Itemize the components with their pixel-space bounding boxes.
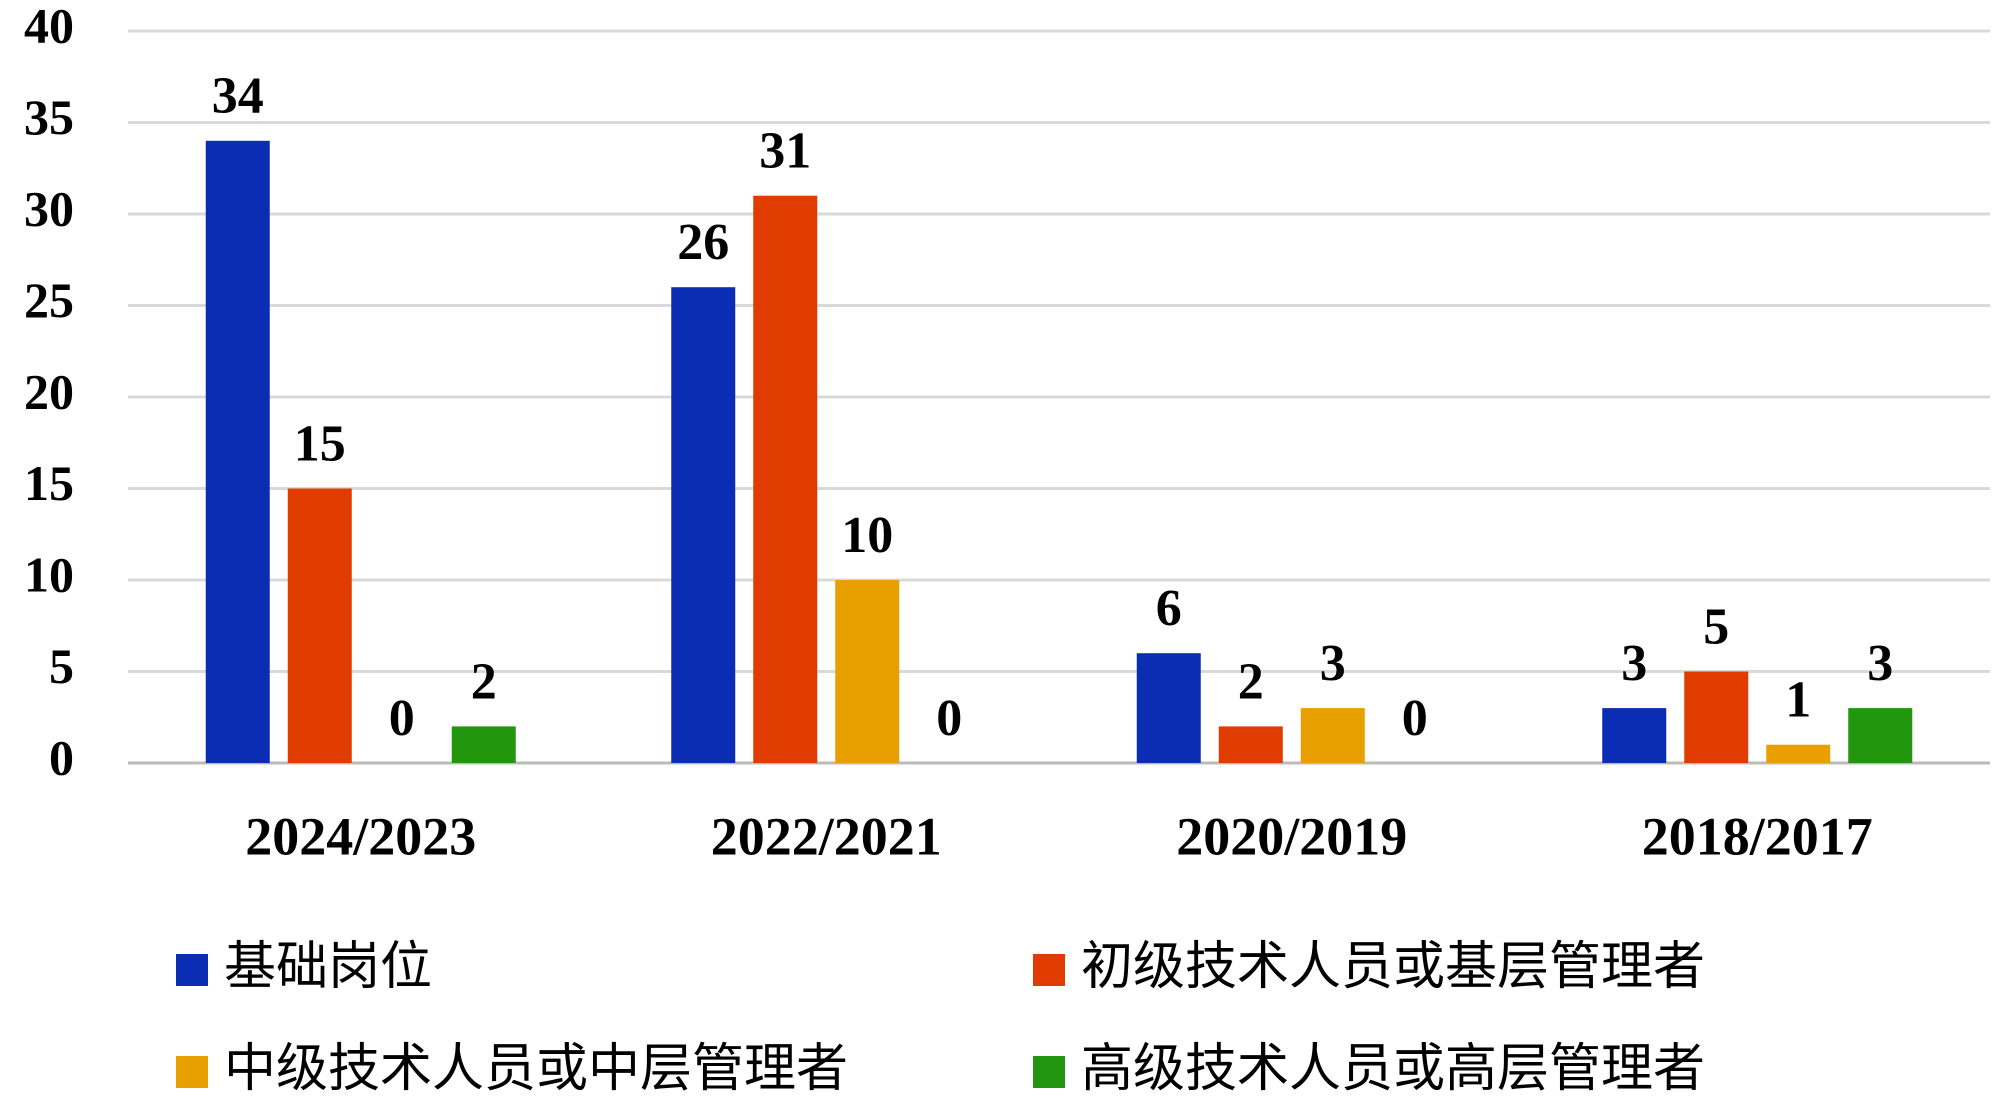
legend-label: 中级技术人员或中层管理者 — [224, 1039, 848, 1099]
x-tick-label: 2024/2023 — [245, 806, 476, 866]
data-label: 2 — [1238, 653, 1264, 710]
bar — [1684, 671, 1749, 763]
data-label: 31 — [759, 123, 811, 180]
y-tick-label: 15 — [24, 455, 74, 511]
bar — [835, 580, 900, 763]
bar — [1766, 744, 1831, 763]
data-label: 0 — [1402, 690, 1428, 747]
data-label: 1 — [1785, 672, 1811, 729]
legend-label: 基础岗位 — [224, 937, 432, 997]
y-tick-label: 30 — [24, 180, 74, 236]
x-tick-label: 2020/2019 — [1176, 806, 1407, 866]
data-label: 26 — [677, 214, 729, 271]
bar — [451, 726, 516, 763]
legend-swatch — [176, 1056, 208, 1088]
bar — [1136, 653, 1201, 763]
bar — [1218, 726, 1283, 763]
x-tick-label: 2022/2021 — [711, 806, 942, 866]
y-tick-label: 20 — [24, 363, 74, 419]
data-label: 3 — [1621, 635, 1647, 692]
data-label: 10 — [841, 507, 893, 564]
y-tick-label: 25 — [24, 272, 74, 328]
data-label: 5 — [1703, 598, 1729, 655]
y-tick-label: 5 — [49, 638, 74, 694]
bar — [671, 287, 736, 763]
bar — [287, 488, 352, 763]
data-label: 3 — [1320, 635, 1346, 692]
data-label: 34 — [212, 68, 264, 125]
legend-swatch — [1033, 1056, 1065, 1088]
y-tick-label: 35 — [24, 89, 74, 145]
y-tick-label: 40 — [24, 0, 74, 53]
bar — [1300, 708, 1365, 763]
data-label: 2 — [471, 653, 497, 710]
legend-swatch — [1033, 954, 1065, 986]
legend-swatch — [176, 954, 208, 986]
data-label: 15 — [294, 415, 346, 472]
y-tick-label: 0 — [49, 729, 74, 785]
x-tick-label: 2018/2017 — [1642, 806, 1873, 866]
data-label: 3 — [1867, 635, 1893, 692]
data-label: 6 — [1156, 580, 1182, 637]
y-tick-label: 10 — [24, 546, 74, 602]
legend-label: 初级技术人员或基层管理者 — [1081, 937, 1705, 997]
bar — [1602, 708, 1667, 763]
legend-label: 高级技术人员或高层管理者 — [1081, 1039, 1705, 1099]
data-label: 0 — [936, 690, 962, 747]
bar — [205, 140, 270, 764]
bar — [753, 195, 818, 763]
data-label: 0 — [389, 690, 415, 747]
bar — [1848, 708, 1913, 763]
